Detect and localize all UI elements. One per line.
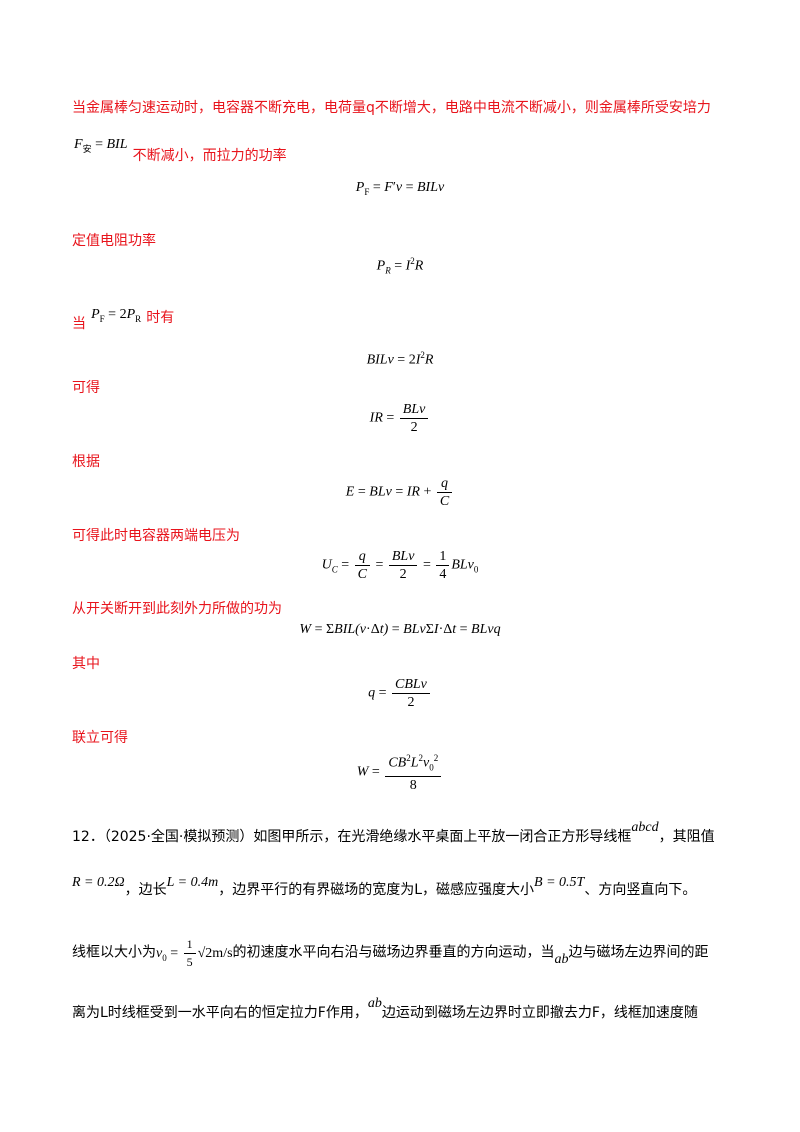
problem-text-g: 边与磁场左边界间的距 bbox=[568, 944, 709, 961]
problem-number: 12． bbox=[72, 829, 104, 845]
solution-line-8: 从开关断开到此刻外力所做的功为 bbox=[72, 601, 282, 617]
problem-text-h: 离为L时线框受到一水平向右的恒定拉力F作用， bbox=[72, 1005, 368, 1021]
initial-velocity-formula: v0 = 1 5 √2m/s bbox=[156, 937, 233, 969]
solution-line-9: 其中 bbox=[72, 656, 100, 672]
problem-12-line-2: R = 0.2Ω，边长L = 0.4m，边界平行的有界磁场的宽度为L，磁感应强度… bbox=[72, 875, 697, 899]
solution-line-10: 联立可得 bbox=[72, 730, 128, 746]
equation-IR: IR = BLv 2 bbox=[0, 401, 800, 436]
equation-resistor-power: PR = I2R bbox=[376, 256, 424, 276]
problem-text-i: 边运动到磁场左边界时立即撤去力F，线框加速度随 bbox=[381, 1005, 698, 1021]
equation-pull-power: PF = F′v = BILv bbox=[355, 180, 445, 197]
problem-source: （2025·全国·模拟预测） bbox=[103, 829, 254, 845]
problem-text-b: ，其阻值 bbox=[658, 829, 715, 845]
solution-line-7: 可得此时电容器两端电压为 bbox=[72, 528, 240, 544]
problem-text-d: 、方向竖直向下。 bbox=[584, 882, 697, 898]
problem-text-a: 如图甲所示，在光滑绝缘水平桌面上平放一闭合正方形导线框 bbox=[253, 829, 632, 845]
field-strength-value: B = 0.5T bbox=[534, 875, 585, 890]
ampere-force-formula: F安 = BIL bbox=[74, 137, 128, 154]
equation-power-balance: BILv = 2I2R bbox=[366, 350, 434, 368]
solution-line-1: 当金属棒匀速运动时，电容器不断充电，电荷量q不断增大，电路中电流不断减小，则金属… bbox=[72, 100, 711, 116]
solution-line-6: 根据 bbox=[72, 454, 100, 470]
solution-line-2-text: 不断减小，而拉力的功率 bbox=[132, 148, 287, 164]
power-condition-formula: PF = 2PR bbox=[91, 307, 142, 324]
frame-name: abcd bbox=[631, 820, 659, 835]
equation-work-result: W = CB2L2v02 8 bbox=[0, 750, 800, 794]
resistance-value: R = 0.2Ω bbox=[72, 875, 125, 890]
problem-12-line-4: 离为L时线框受到一水平向右的恒定拉力F作用，ab边运动到磁场左边界时立即撤去力F… bbox=[72, 996, 698, 1022]
side-length-value: L = 0.4m bbox=[166, 875, 219, 890]
solution-line-4-a: 当 bbox=[72, 316, 86, 332]
problem-12-line-3: 线框以大小为v0 = 1 5 √2m/s的初速度水平向右沿与磁场边界垂直的方向运动，… bbox=[72, 936, 709, 971]
edge-ab: ab bbox=[554, 951, 569, 967]
problem-text-f: 的初速度水平向右沿与磁场边界垂直的方向运动，当 bbox=[232, 944, 555, 961]
problem-text-e: 线框以大小为 bbox=[72, 944, 156, 961]
problem-side-label: ，边长 bbox=[124, 882, 167, 898]
equation-charge: q = CBLv 2 bbox=[0, 676, 800, 711]
solution-line-2: F安 = BIL 不断减小，而拉力的功率 bbox=[74, 133, 287, 164]
problem-text-c: ，边界平行的有界磁场的宽度为L，磁感应强度大小 bbox=[218, 882, 535, 898]
equation-work-sum: W = ΣBIL(v·Δt) = BLvΣI·Δt = BLvq bbox=[299, 622, 501, 637]
solution-line-4: 当 PF = 2PR 时有 bbox=[72, 303, 175, 332]
solution-line-5: 可得 bbox=[72, 380, 100, 396]
problem-12-line-1: 12．（2025·全国·模拟预测）如图甲所示，在光滑绝缘水平桌面上平放一闭合正方… bbox=[72, 820, 715, 846]
solution-line-4-b: 时有 bbox=[146, 310, 175, 326]
edge-ab-2: ab bbox=[367, 996, 382, 1011]
solution-line-3: 定值电阻功率 bbox=[72, 233, 156, 249]
